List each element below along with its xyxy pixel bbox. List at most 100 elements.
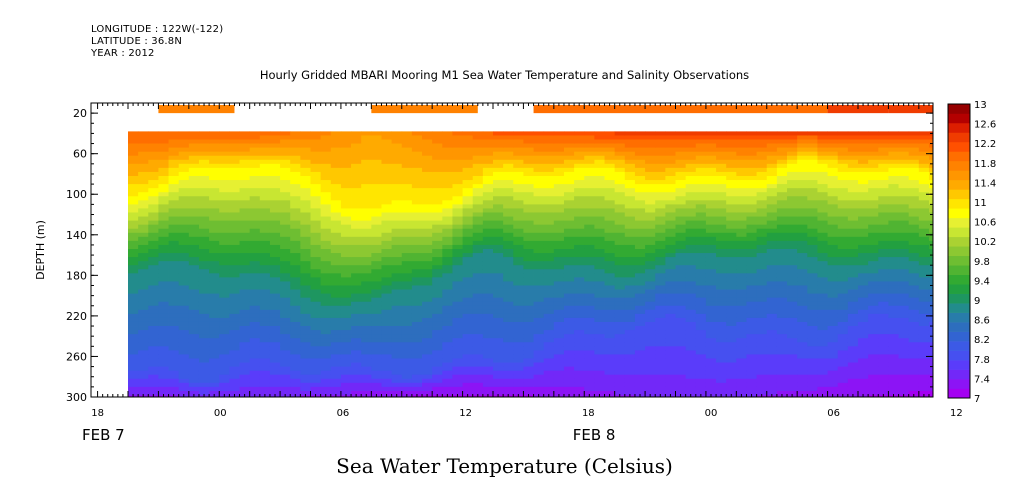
heatmap-cell	[290, 387, 301, 391]
heatmap-cell	[341, 342, 352, 346]
heatmap-cell	[838, 131, 849, 135]
heatmap-cell	[442, 135, 453, 139]
heatmap-cell	[189, 310, 200, 314]
heatmap-cell	[351, 229, 362, 233]
heatmap-cell	[402, 310, 413, 314]
heatmap-cell	[797, 212, 808, 216]
heatmap-cell	[442, 237, 453, 241]
heatmap-cell	[574, 225, 585, 229]
heatmap-cell	[564, 306, 575, 310]
heatmap-cell	[645, 180, 656, 184]
heatmap-cell	[534, 200, 545, 204]
heatmap-cell	[483, 363, 494, 367]
heatmap-cell	[189, 184, 200, 188]
heatmap-cell	[300, 140, 311, 144]
heatmap-cell	[594, 342, 605, 346]
heatmap-cell	[229, 322, 240, 326]
heatmap-cell	[584, 233, 595, 237]
heatmap-cell	[615, 277, 626, 281]
heatmap-cell	[493, 350, 504, 354]
heatmap-cell	[270, 217, 281, 221]
heatmap-cell	[290, 358, 301, 362]
heatmap-cell	[797, 318, 808, 322]
heatmap-cell	[463, 322, 474, 326]
heatmap-cell	[726, 257, 737, 261]
heatmap-cell	[868, 249, 879, 253]
heatmap-cell	[371, 172, 382, 176]
heatmap-cell	[767, 326, 778, 330]
heatmap-cell	[523, 363, 534, 367]
heatmap-cell	[128, 269, 139, 273]
heatmap-cell	[199, 221, 210, 225]
heatmap-cell	[757, 277, 768, 281]
heatmap-cell	[412, 302, 423, 306]
heatmap-cell	[503, 168, 514, 172]
heatmap-cell	[199, 229, 210, 233]
heatmap-cell	[260, 383, 271, 387]
heatmap-cell	[513, 379, 524, 383]
heatmap-cell	[746, 241, 757, 245]
heatmap-cell	[179, 257, 190, 261]
heatmap-cell	[473, 200, 484, 204]
heatmap-cell	[260, 135, 271, 139]
heatmap-cell	[635, 180, 646, 184]
heatmap-cell	[493, 358, 504, 362]
heatmap-cell	[361, 379, 372, 383]
heatmap-cell	[169, 176, 180, 180]
heatmap-cell	[716, 342, 727, 346]
heatmap-cell	[392, 363, 403, 367]
heatmap-cell	[838, 322, 849, 326]
heatmap-cell	[797, 371, 808, 375]
heatmap-cell	[523, 338, 534, 342]
heatmap-cell	[169, 208, 180, 212]
heatmap-cell	[351, 354, 362, 358]
heatmap-cell	[189, 379, 200, 383]
heatmap-cell	[868, 298, 879, 302]
heatmap-cell	[817, 261, 828, 265]
heatmap-cell	[311, 265, 322, 269]
heatmap-cell	[321, 208, 332, 212]
heatmap-cell	[564, 245, 575, 249]
heatmap-cell	[686, 371, 697, 375]
heatmap-cell	[817, 334, 828, 338]
heatmap-cell	[828, 229, 839, 233]
heatmap-cell	[676, 367, 687, 371]
heatmap-cell	[240, 350, 251, 354]
heatmap-cell	[138, 253, 149, 257]
heatmap-cell	[645, 164, 656, 168]
heatmap-cell	[716, 358, 727, 362]
heatmap-cell	[432, 241, 443, 245]
heatmap-cell	[706, 379, 717, 383]
heatmap-cell	[817, 135, 828, 139]
heatmap-cell	[169, 200, 180, 204]
heatmap-cell	[300, 273, 311, 277]
heatmap-cell	[878, 160, 889, 164]
heatmap-cell	[544, 302, 555, 306]
heatmap-cell	[706, 326, 717, 330]
heatmap-cell	[838, 281, 849, 285]
heatmap-cell	[158, 241, 169, 245]
heatmap-cell	[767, 367, 778, 371]
heatmap-cell	[706, 322, 717, 326]
heatmap-cell	[716, 192, 727, 196]
heatmap-cell	[746, 192, 757, 196]
heatmap-cell	[128, 285, 139, 289]
heatmap-cell	[817, 379, 828, 383]
heatmap-cell	[270, 322, 281, 326]
heatmap-cell	[381, 212, 392, 216]
heatmap-cell	[726, 375, 737, 379]
heatmap-cell	[838, 168, 849, 172]
heatmap-cell	[199, 363, 210, 367]
heatmap-cell	[280, 269, 291, 273]
heatmap-cell	[534, 350, 545, 354]
heatmap-cell	[716, 273, 727, 277]
heatmap-cell	[716, 253, 727, 257]
heatmap-cell	[422, 261, 433, 265]
heatmap-cell	[179, 217, 190, 221]
heatmap-cell	[564, 184, 575, 188]
heatmap-cell	[554, 140, 565, 144]
heatmap-cell	[361, 257, 372, 261]
heatmap-cell	[686, 208, 697, 212]
heatmap-cell	[280, 237, 291, 241]
heatmap-cell	[300, 208, 311, 212]
